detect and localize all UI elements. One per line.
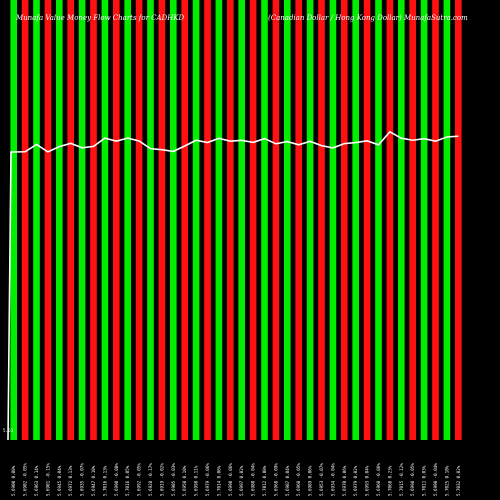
chart-title: Munafa Value Money Flow Charts for CADHK…	[15, 14, 185, 22]
price-line-layer	[7, 130, 459, 441]
x-tick-label: 5.7015 -0.12%	[399, 463, 404, 496]
bar-21	[238, 0, 246, 440]
bar-36	[409, 0, 417, 440]
x-tick-label: 5.6905 -0.03%	[171, 463, 176, 496]
bar-13	[147, 0, 154, 440]
x-tick-label: 5.7014 0.06%	[216, 465, 221, 496]
x-tick-label: 5.7016 0.13%	[102, 465, 107, 496]
x-tick-label: 5.6900 0.00%	[11, 465, 16, 496]
bar-16	[181, 0, 189, 440]
bar-37	[420, 0, 428, 440]
bar-layer	[10, 0, 462, 440]
bar-34	[386, 0, 394, 440]
x-tick-label: 5.6987 0.04%	[285, 465, 290, 496]
x-tick-label: 5.6960 -0.06%	[376, 463, 381, 496]
bar-14	[158, 0, 166, 440]
x-tick-label: 5.7011 0.03%	[422, 465, 427, 496]
bar-9	[101, 0, 109, 440]
bar-18	[204, 0, 211, 440]
x-tick-label: 5.6993 0.04%	[365, 465, 370, 496]
x-tick-label: 5.6960 -0.05%	[296, 463, 301, 496]
bar-39	[443, 0, 451, 440]
bar-29	[329, 0, 337, 440]
bar-2	[21, 0, 29, 440]
x-tick-label: 5.6980 -0.04%	[251, 463, 256, 496]
bar-15	[169, 0, 177, 440]
bar-26	[295, 0, 303, 440]
bar-1	[10, 0, 18, 440]
x-tick-label: 5.7025 0.10%	[444, 465, 449, 496]
bar-5	[55, 0, 63, 440]
x-tick-label: 5.7012 0.08%	[262, 465, 267, 496]
x-tick-label: 5.6953 -0.07%	[319, 463, 324, 496]
bar-35	[397, 0, 405, 440]
bar-24	[272, 0, 280, 440]
bar-3	[33, 0, 40, 440]
bar-4	[44, 0, 52, 440]
y-axis-label: 5.63	[3, 428, 14, 433]
x-tick-label: 5.6979 0.02%	[353, 465, 358, 496]
bar-32	[363, 0, 371, 440]
x-tick-label: 5.6990 -0.08%	[114, 463, 119, 496]
x-tick-label: 5.6935 -0.07%	[80, 463, 85, 496]
x-tick-label-layer: 5.6900 0.00% 5.6902 -0.05% 5.6963 0.14% 5.6…	[11, 463, 461, 496]
x-tick-label: 5.6989 0.06%	[308, 465, 313, 496]
x-tick-label: 5.6902 -0.05%	[23, 463, 28, 496]
x-tick-label: 5.6947 0.10%	[91, 465, 96, 496]
x-tick-label: 5.7016 0.05%	[125, 465, 130, 496]
x-tick-label: 5.6928 -0.17%	[148, 463, 153, 496]
bar-7	[78, 0, 86, 440]
bar-6	[67, 0, 75, 440]
chart-subtitle: (Canadian Dollar / Hong Kong Dollar) Mun…	[268, 14, 468, 22]
x-tick-label: 5.6919 -0.02%	[159, 463, 164, 496]
x-tick-label: 5.6972 0.13%	[68, 465, 73, 496]
bar-8	[90, 0, 97, 440]
x-tick-label: 5.6934 -0.04%	[330, 463, 335, 496]
bar-31	[352, 0, 360, 440]
x-tick-label: 5.6997 0.02%	[239, 465, 244, 496]
x-tick-label: 5.6992 -0.05%	[137, 463, 142, 496]
bar-20	[226, 0, 234, 440]
x-tick-label: 5.6998 -0.05%	[410, 463, 415, 496]
bar-11	[124, 0, 132, 440]
x-tick-label: 5.6990 -0.04%	[433, 463, 438, 496]
bar-38	[432, 0, 439, 440]
bar-19	[215, 0, 223, 440]
x-tick-label: 5.6998 0.11%	[194, 465, 199, 496]
price-line	[7, 130, 459, 441]
bar-23	[261, 0, 268, 440]
bar-17	[192, 0, 200, 440]
bar-40	[454, 0, 462, 440]
bar-12	[135, 0, 143, 440]
bar-25	[283, 0, 291, 440]
x-tick-label: 5.6963 0.14%	[34, 465, 39, 496]
x-tick-label: 5.6968 -0.09%	[273, 463, 278, 496]
bar-27	[306, 0, 314, 440]
x-tick-label: 5.6945 0.04%	[57, 465, 62, 496]
x-tick-label: 5.6901 -0.15%	[45, 463, 50, 496]
x-tick-label: 5.6979 -0.06%	[205, 463, 210, 496]
bar-22	[249, 0, 257, 440]
x-tick-label: 5.7068 0.23%	[387, 465, 392, 496]
x-tick-label: 5.6990 -0.06%	[228, 463, 233, 496]
x-tick-label: 5.6950 0.10%	[182, 465, 187, 496]
x-tick-label: 5.7032 0.02%	[456, 465, 461, 496]
bar-33	[375, 0, 382, 440]
bar-28	[318, 0, 325, 440]
bar-30	[340, 0, 348, 440]
x-tick-label: 5.6970 0.06%	[342, 465, 347, 496]
bar-10	[112, 0, 120, 440]
